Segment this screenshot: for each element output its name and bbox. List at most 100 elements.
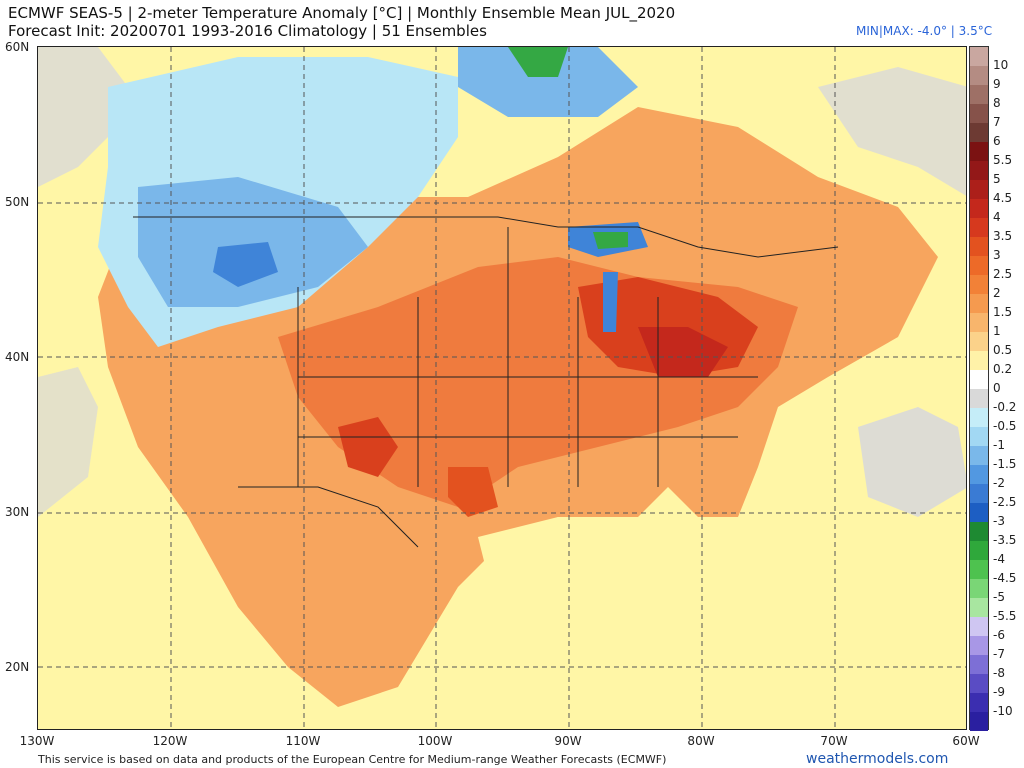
colorbar [969,46,989,731]
min-max-readout: MIN|MAX: -4.0° | 3.5°C [856,24,993,38]
colorbar-tick-label: 7 [993,115,1001,129]
canada-east-neutral-area [818,67,966,196]
colorbar-segment [970,636,988,655]
colorbar-tick-label: -1 [993,438,1005,452]
colorbar-tick-label: -2 [993,476,1005,490]
lat-label-20n: 20N [5,660,30,674]
colorbar-segment [970,161,988,180]
colorbar-segment [970,693,988,712]
lat-label-60n: 60N [5,40,30,54]
northwest-cool-mid-area [138,177,368,307]
lon-label-120w: 120W [152,734,188,748]
colorbar-segment [970,275,988,294]
colorbar-segment [970,237,988,256]
colorbar-tick-label: 4.5 [993,191,1013,205]
lat-label-40n: 40N [5,350,30,364]
colorbar-segment [970,370,988,389]
lon-label-130w: 130W [19,734,55,748]
colorbar-tick-label: 9 [993,77,1001,91]
southwest-hot-core [338,417,398,477]
colorbar-segment [970,180,988,199]
colorbar-segment [970,465,988,484]
colorbar-segment [970,142,988,161]
colorbar-tick-label: -8 [993,666,1005,680]
colorbar-tick-label: -4.5 [993,571,1017,585]
colorbar-tick-label: 5 [993,172,1001,186]
gulf-neutral-area [478,517,658,637]
atlantic-neutral-area [858,407,966,517]
colorbar-segment [970,408,988,427]
colorbar-tick-label: -9 [993,685,1005,699]
colorbar-tick-label: -3.5 [993,533,1017,547]
colorbar-segment [970,712,988,731]
attribution-note: This service is based on data and produc… [38,753,667,766]
colorbar-segment [970,85,988,104]
colorbar-tick-label: 0.2 [993,362,1013,376]
lake-michigan-cool-spot [603,272,618,332]
colorbar-tick-label: -0.2 [993,400,1017,414]
political-borders [133,216,839,548]
colorbar-tick-label: -7 [993,647,1005,661]
colorbar-tick-label: -2.5 [993,495,1017,509]
map-canvas [38,47,966,729]
colorbar-segment [970,47,988,66]
colorbar-segment [970,446,988,465]
colorbar-tick-label: -3 [993,514,1005,528]
colorbar-tick-label: 3.5 [993,229,1013,243]
lon-label-60w: 60W [952,734,980,748]
texas-warm-core [448,467,498,517]
colorbar-segment [970,541,988,560]
colorbar-segment [970,123,988,142]
lon-label-100w: 100W [417,734,453,748]
colorbar-tick-label: 0 [993,381,1001,395]
colorbar-segment [970,256,988,275]
colorbar-tick-label: -5.5 [993,609,1017,623]
colorbar-tick-label: 6 [993,134,1001,148]
colorbar-tick-label: 8 [993,96,1001,110]
colorbar-segment [970,218,988,237]
colorbar-tick-label: 1.5 [993,305,1013,319]
colorbar-segment [970,294,988,313]
anomaly-map [37,46,967,730]
colorbar-segment [970,617,988,636]
lon-label-90w: 90W [554,734,582,748]
lake-superior-green-spot [593,232,628,249]
hudson-cool-area [458,47,638,117]
lon-label-80w: 80W [687,734,715,748]
colorbar-tick-label: -5 [993,590,1005,604]
colorbar-tick-label: 3 [993,248,1001,262]
colorbar-segment [970,560,988,579]
colorbar-segment [970,674,988,693]
colorbar-tick-label: 4 [993,210,1001,224]
colorbar-tick-label: 2 [993,286,1001,300]
pacific-neutral-area-south [38,367,98,517]
colorbar-tick-label: -10 [993,704,1013,718]
lon-label-110w: 110W [285,734,321,748]
lon-label-70w: 70W [820,734,848,748]
colorbar-segment [970,351,988,370]
colorbar-segment [970,389,988,408]
colorbar-segment [970,522,988,541]
colorbar-segment [970,598,988,617]
colorbar-tick-label: 10 [993,58,1009,72]
colorbar-tick-label: 5.5 [993,153,1013,167]
brand-link[interactable]: weathermodels.com [806,751,949,767]
chart-subtitle: Forecast Init: 20200701 1993-2016 Climat… [8,22,487,40]
colorbar-segment [970,332,988,351]
colorbar-tick-label: 0.5 [993,343,1013,357]
colorbar-segment [970,484,988,503]
colorbar-segment [970,104,988,123]
colorbar-tick-label: -1.5 [993,457,1017,471]
colorbar-tick-label: -0.5 [993,419,1017,433]
lat-label-50n: 50N [5,195,30,209]
colorbar-tick-label: 2.5 [993,267,1013,281]
colorbar-segment [970,313,988,332]
northwest-cool-strong-spot [213,242,278,287]
colorbar-segment [970,427,988,446]
ohio-valley-hot-core [638,327,728,377]
colorbar-segment [970,503,988,522]
colorbar-tick-label: -6 [993,628,1005,642]
chart-title: ECMWF SEAS-5 | 2-meter Temperature Anoma… [8,4,676,22]
pacific-neutral-area [38,47,128,187]
colorbar-segment [970,66,988,85]
